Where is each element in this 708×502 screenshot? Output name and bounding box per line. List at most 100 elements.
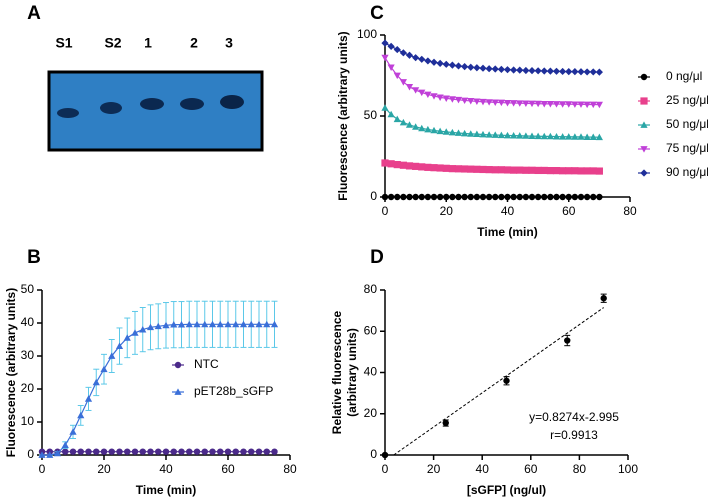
data-point — [503, 166, 512, 174]
data-point — [448, 128, 456, 136]
data-point — [559, 101, 567, 108]
data-point — [442, 164, 450, 172]
data-point — [393, 72, 401, 80]
data-point — [424, 57, 432, 65]
data-point — [473, 64, 481, 72]
data-point — [418, 89, 426, 97]
data-point — [216, 320, 224, 328]
data-point — [559, 193, 566, 201]
data-point — [146, 323, 155, 331]
data-point — [559, 133, 567, 140]
gel-band — [140, 98, 164, 110]
data-point — [449, 193, 456, 201]
data-point — [131, 448, 139, 455]
y-tick-label: 30 — [21, 348, 35, 362]
data-point — [69, 428, 77, 435]
data-point — [448, 96, 456, 103]
data-point — [100, 365, 108, 373]
data-point — [528, 132, 536, 139]
data-point — [405, 121, 414, 128]
trendline — [393, 307, 604, 456]
data-point — [497, 65, 505, 73]
data-point — [108, 352, 116, 359]
data-point — [589, 167, 597, 175]
y-axis-label: Fluorescence (arbitrary units) — [4, 288, 18, 457]
data-point — [387, 110, 395, 118]
data-point — [77, 448, 84, 455]
data-point — [406, 193, 413, 201]
data-point — [528, 193, 536, 201]
data-point — [461, 193, 468, 201]
data-point — [503, 377, 510, 384]
data-point — [492, 193, 499, 201]
data-point — [467, 193, 474, 201]
gel-band — [57, 108, 79, 118]
x-tick-label: 0 — [39, 462, 46, 476]
data-point — [565, 167, 573, 175]
y-tick-label: 10 — [21, 414, 35, 428]
data-point — [565, 133, 573, 140]
legend-marker — [174, 388, 182, 395]
data-point — [522, 132, 530, 139]
gel-band — [100, 102, 122, 114]
data-point — [577, 167, 585, 175]
data-point — [424, 125, 432, 133]
data-point — [503, 131, 512, 139]
data-point — [473, 165, 481, 173]
data-point — [393, 161, 401, 169]
data-point — [46, 451, 54, 458]
data-point — [534, 132, 542, 140]
x-tick-label: 100 — [618, 462, 638, 476]
data-point — [583, 68, 591, 76]
lane-label: S2 — [104, 35, 121, 51]
data-point — [424, 91, 432, 99]
legend-marker — [640, 121, 648, 128]
data-point — [224, 448, 232, 455]
x-tick-label: 80 — [573, 462, 587, 476]
data-point — [559, 67, 567, 76]
data-point — [387, 42, 395, 50]
data-point — [436, 94, 444, 101]
data-point — [479, 98, 487, 106]
data-point — [418, 124, 426, 132]
data-point — [541, 193, 548, 201]
data-point — [510, 193, 517, 201]
data-point — [394, 193, 401, 201]
data-point — [424, 193, 432, 201]
data-point — [485, 65, 493, 73]
data-point — [546, 166, 554, 175]
data-point — [577, 133, 585, 140]
legend-marker — [640, 97, 648, 105]
data-point — [600, 295, 607, 302]
x-axis-label: [sGFP] (ng/ul) — [467, 483, 546, 497]
y-tick-label: 40 — [21, 315, 35, 329]
lane-label: 3 — [225, 35, 233, 51]
data-point — [436, 127, 444, 135]
data-point — [461, 62, 469, 71]
data-point — [209, 448, 216, 455]
x-tick-label: 60 — [562, 204, 576, 218]
legend-label: 90 ng/μl — [666, 165, 708, 179]
data-point — [491, 99, 499, 106]
data-point — [53, 449, 62, 457]
data-point — [467, 165, 475, 173]
data-point — [552, 132, 561, 140]
y-axis-label: Fluorescence (arbitrary units) — [336, 31, 350, 200]
data-point — [381, 39, 389, 47]
data-point — [139, 448, 146, 455]
data-point — [577, 101, 585, 108]
data-point — [546, 100, 554, 108]
y-tick-label: 0 — [370, 447, 377, 461]
data-point — [583, 193, 591, 201]
x-tick-label: 40 — [501, 204, 515, 218]
data-point — [497, 131, 505, 139]
data-point — [528, 166, 536, 174]
data-point — [77, 411, 85, 419]
data-point — [540, 67, 548, 75]
data-point — [62, 448, 69, 455]
x-tick-label: 0 — [382, 204, 389, 218]
data-point — [571, 133, 579, 140]
data-point — [381, 193, 389, 201]
gel-band — [180, 98, 204, 110]
